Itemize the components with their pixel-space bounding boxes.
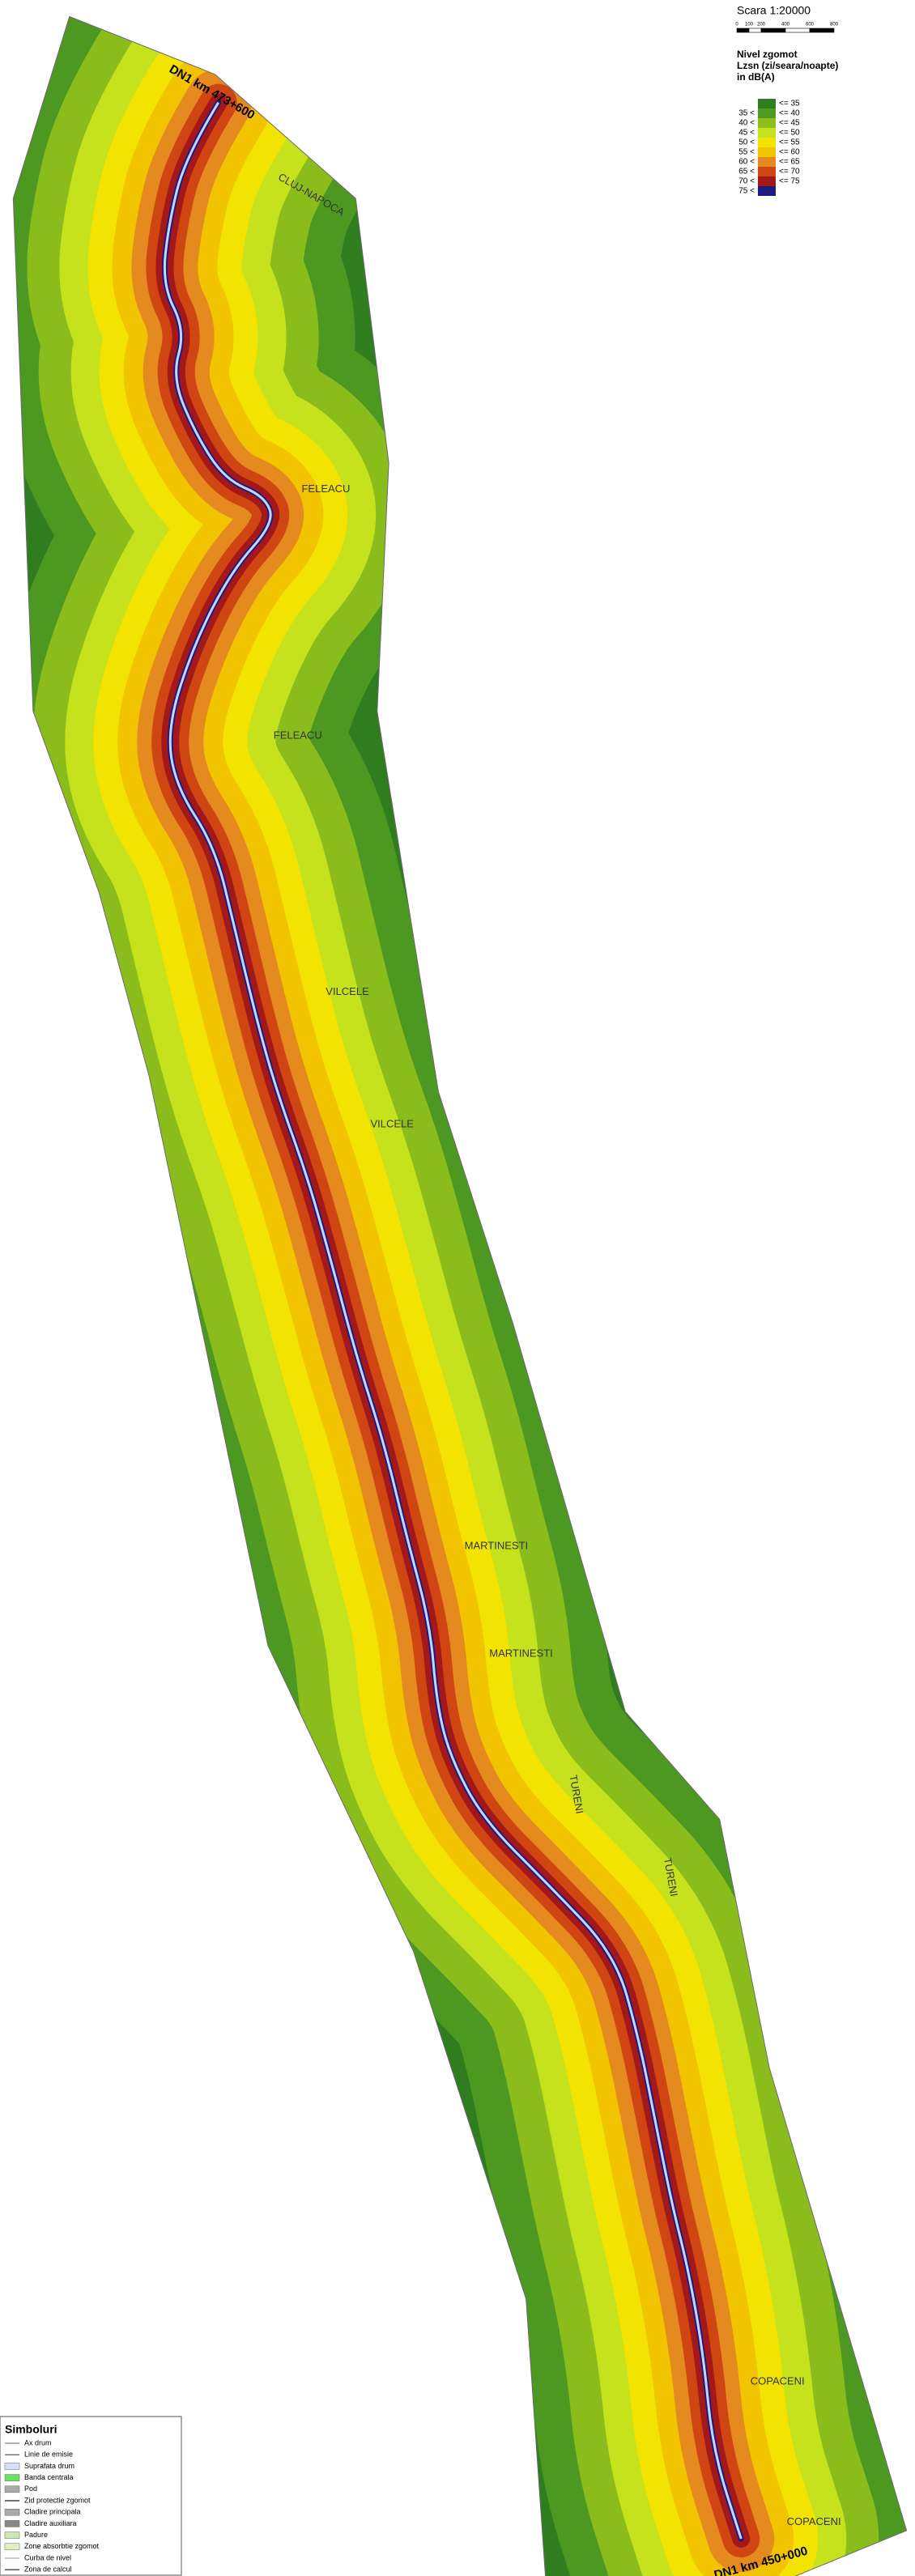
- legend-lower: 55 <: [738, 148, 755, 157]
- legend-swatch: [758, 186, 776, 196]
- scale-tick-label: 400: [781, 23, 790, 28]
- legend-title: Nivel zgomot: [737, 49, 798, 60]
- symbol-swatch: [4, 2508, 20, 2516]
- legend-swatch: [758, 118, 776, 128]
- legend-swatch: [758, 176, 776, 186]
- legend-lower: 65 <: [738, 168, 755, 176]
- legend-lower: 70 <: [738, 177, 755, 186]
- symbol-label: Suprafata drum: [24, 2462, 74, 2470]
- legend-upper: <= 45: [779, 119, 800, 128]
- symbol-swatch: [4, 2520, 20, 2527]
- symbol-label: Zone absorbtie zgomot: [24, 2542, 100, 2550]
- symbol-label: Cladire principala: [24, 2508, 81, 2516]
- symbols-legend: Simboluri Ax drum Linie de emisie Suprafata…: [0, 2416, 182, 2576]
- legend-upper: <= 40: [779, 109, 800, 118]
- legend-upper: <= 55: [779, 138, 800, 147]
- place-label: MARTINESTI: [489, 1647, 553, 1659]
- symbol-label: Zona de calcul: [24, 2565, 72, 2574]
- symbol-label: Ax drum: [24, 2438, 52, 2446]
- calc-zone-outline: [12, 15, 908, 2576]
- scale-segment: [736, 28, 750, 33]
- legend-upper: <= 35: [779, 100, 800, 108]
- scale-tick-label: 0: [735, 23, 738, 28]
- legend-lower: 35 <: [738, 109, 755, 118]
- legend-swatch: [758, 138, 776, 147]
- legend-swatch: [758, 128, 776, 138]
- symbol-swatch: [4, 2463, 20, 2470]
- legend-swatch: [758, 157, 776, 167]
- scale-title: Scara 1:20000: [737, 4, 811, 17]
- legend-upper: <= 75: [779, 177, 800, 186]
- symbol-label: Curba de nivel: [24, 2553, 71, 2561]
- legend-lower: 40 <: [738, 119, 755, 128]
- scale-tick-label: 100: [745, 23, 754, 28]
- place-label: FELEACU: [301, 482, 350, 495]
- symbol-swatch: [4, 2485, 20, 2493]
- symbols-title: Simboluri: [5, 2423, 57, 2436]
- road-surface: [163, 101, 743, 2540]
- symbol-swatch: [4, 2543, 20, 2551]
- symbols-box: [0, 2416, 182, 2576]
- legend-swatch: [758, 108, 776, 118]
- symbol-label: Banda centrala: [24, 2473, 74, 2481]
- legend-upper: <= 65: [779, 158, 800, 167]
- symbol-swatch: [4, 2531, 20, 2539]
- place-label: FELEACU: [274, 729, 322, 742]
- symbol-swatch: [4, 2474, 20, 2481]
- legend-lower: 75 <: [738, 187, 755, 196]
- legend-upper: <= 60: [779, 148, 800, 157]
- symbol-label: Pod: [24, 2485, 37, 2493]
- symbol-label: Linie de emisie: [24, 2451, 73, 2459]
- place-label: COPACENI: [751, 2374, 805, 2387]
- legend-lower: 60 <: [738, 158, 755, 167]
- scale-segment: [760, 28, 786, 33]
- map-area: [13, 16, 907, 2576]
- legend-upper: <= 70: [779, 168, 800, 176]
- legend-swatch: [758, 147, 776, 157]
- legend: Scara 1:20000 0 100 200 400 600 800 Nivel zgomo…: [735, 4, 839, 196]
- place-label: MARTINESTI: [465, 1540, 529, 1552]
- legend-title: Lzsn (zi/seara/noapte): [737, 60, 838, 71]
- scale-segment: [809, 28, 835, 33]
- symbol-label: Zid protectie zgomot: [24, 2496, 91, 2504]
- legend-upper: <= 50: [779, 129, 800, 138]
- place-label: VILCELE: [370, 1118, 414, 1130]
- scale-segment: [748, 28, 762, 33]
- legend-title: in dB(A): [737, 71, 775, 83]
- place-label: VILCELE: [326, 985, 369, 997]
- legend-lower: 50 <: [738, 138, 755, 147]
- scale-tick-label: 600: [806, 23, 815, 28]
- legend-swatch: [758, 99, 776, 108]
- symbol-label: Cladire auxiliara: [24, 2519, 77, 2527]
- scale-segment: [785, 28, 811, 33]
- legend-swatch: [758, 167, 776, 176]
- symbol-label: Padure: [24, 2531, 48, 2539]
- scale-tick-label: 800: [830, 23, 839, 28]
- place-label: COPACENI: [787, 2515, 841, 2527]
- scale-tick-label: 200: [757, 23, 766, 28]
- legend-lower: 45 <: [738, 129, 755, 138]
